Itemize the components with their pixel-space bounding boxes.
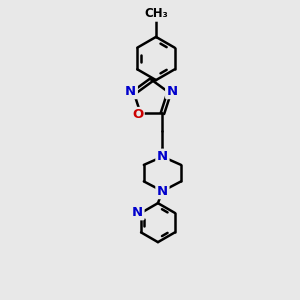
- Text: N: N: [167, 85, 178, 98]
- Text: N: N: [157, 184, 168, 198]
- Text: O: O: [132, 108, 143, 122]
- Text: N: N: [125, 85, 136, 98]
- Text: N: N: [157, 150, 168, 163]
- Text: N: N: [132, 206, 143, 219]
- Text: CH₃: CH₃: [144, 7, 168, 20]
